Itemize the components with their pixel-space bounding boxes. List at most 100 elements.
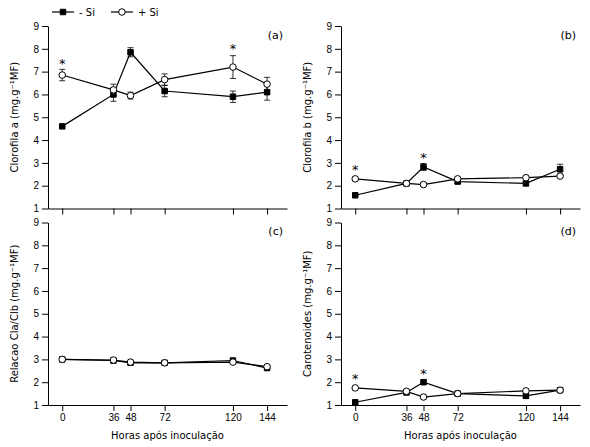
error-bar — [230, 91, 236, 102]
x-tick: 0 — [60, 405, 66, 423]
y-tick-mark — [42, 245, 48, 246]
plot-area — [352, 164, 563, 198]
x-axis — [49, 209, 288, 215]
x-tick — [458, 209, 459, 215]
x-tick-mark — [458, 209, 459, 215]
y-axis-line — [341, 27, 342, 210]
marker — [110, 357, 117, 364]
y-tick-mark — [42, 268, 48, 269]
y-tick: 7 — [33, 66, 48, 77]
marker — [161, 76, 168, 83]
y-tick-label: 6 — [33, 286, 39, 297]
y-tick: 9 — [33, 217, 48, 228]
y-tick: 5 — [326, 112, 341, 123]
series — [59, 56, 270, 99]
plot-area — [352, 379, 563, 405]
x-tick: 144 — [259, 405, 276, 423]
x-tick — [165, 209, 166, 215]
annotation: * — [352, 371, 359, 386]
y-tick: 5 — [326, 308, 341, 319]
y-tick: 8 — [326, 240, 341, 251]
y-tick: 2 — [326, 377, 341, 388]
y-tick: 7 — [326, 263, 341, 274]
y-axis-line — [341, 223, 342, 406]
y-tick-label: 6 — [326, 286, 332, 297]
y-tick-mark — [335, 223, 341, 224]
y-tick-mark — [335, 314, 341, 315]
error-bar — [128, 92, 134, 99]
panel-label: (d) — [560, 225, 576, 238]
panel-label: (b) — [560, 29, 576, 42]
y-tick-mark — [42, 117, 48, 118]
y-tick-mark — [335, 268, 341, 269]
y-tick-mark — [335, 26, 341, 27]
x-tick-label: 144 — [259, 412, 276, 423]
marker — [264, 363, 271, 370]
y-tick: 4 — [326, 135, 341, 146]
annotation: * — [420, 150, 427, 165]
marker — [264, 81, 271, 88]
error-bar — [264, 77, 270, 91]
y-tick-mark — [335, 49, 341, 50]
marker — [162, 88, 167, 93]
x-tick-mark — [424, 405, 425, 411]
y-tick: 7 — [33, 263, 48, 274]
y-tick: 2 — [33, 377, 48, 388]
x-tick-mark — [131, 405, 132, 411]
y-tick: 6 — [33, 89, 48, 100]
y-tick: 9 — [326, 21, 341, 32]
y-tick-label: 3 — [326, 158, 332, 169]
panel: 0364872120144123456789Carotenoides (mg.g… — [302, 217, 581, 441]
marker — [110, 87, 117, 94]
y-tick: 3 — [326, 354, 341, 365]
y-tick-label: 7 — [33, 263, 39, 274]
x-axis-line — [342, 209, 581, 210]
y-tick-label: 4 — [326, 331, 332, 342]
x-tick — [560, 209, 561, 215]
x-tick: 0 — [353, 405, 359, 423]
panel: 123456789Clorofila b (mg.g⁻¹MF)**(b) — [302, 21, 581, 215]
y-tick: 3 — [326, 158, 341, 169]
x-tick-label: 0 — [353, 412, 359, 423]
x-tick-label: 72 — [453, 412, 465, 423]
y-tick-mark — [42, 72, 48, 73]
x-tick-mark — [560, 405, 561, 411]
panel-label: (c) — [268, 225, 283, 238]
x-tick — [406, 209, 407, 215]
y-tick-mark — [42, 140, 48, 141]
y-tick-label: 1 — [33, 400, 39, 411]
y-tick-label: 1 — [326, 203, 332, 214]
marker — [230, 94, 235, 99]
y-tick: 4 — [326, 331, 341, 342]
y-axis: 123456789 — [33, 217, 48, 411]
error-bar — [230, 56, 236, 79]
error-bar — [523, 182, 529, 186]
x-tick-mark — [165, 405, 166, 411]
x-tick-mark — [233, 209, 234, 215]
y-tick-label: 5 — [326, 308, 332, 319]
annotation: * — [230, 41, 237, 56]
x-tick: 72 — [160, 405, 172, 423]
y-tick: 4 — [33, 331, 48, 342]
x-tick: 120 — [225, 405, 242, 423]
series-line — [62, 67, 267, 96]
y-tick-mark — [335, 94, 341, 95]
y-tick-label: 9 — [326, 217, 332, 228]
y-tick-label: 5 — [326, 112, 332, 123]
marker — [352, 400, 357, 405]
x-tick-mark — [355, 209, 356, 215]
x-tick: 144 — [552, 405, 569, 423]
x-tick: 48 — [418, 405, 430, 423]
y-tick-label: 7 — [33, 66, 39, 77]
marker — [557, 167, 562, 172]
x-tick: 72 — [453, 405, 465, 423]
x-tick-mark — [526, 405, 527, 411]
y-tick-mark — [42, 337, 48, 338]
x-tick — [267, 209, 268, 215]
y-tick-mark — [42, 94, 48, 95]
y-tick: 1 — [326, 400, 341, 411]
x-axis-title: Horas após inoculação — [404, 430, 517, 441]
x-axis: 0364872120144 — [342, 405, 581, 423]
error-bar — [162, 85, 168, 96]
series-line — [355, 167, 560, 195]
